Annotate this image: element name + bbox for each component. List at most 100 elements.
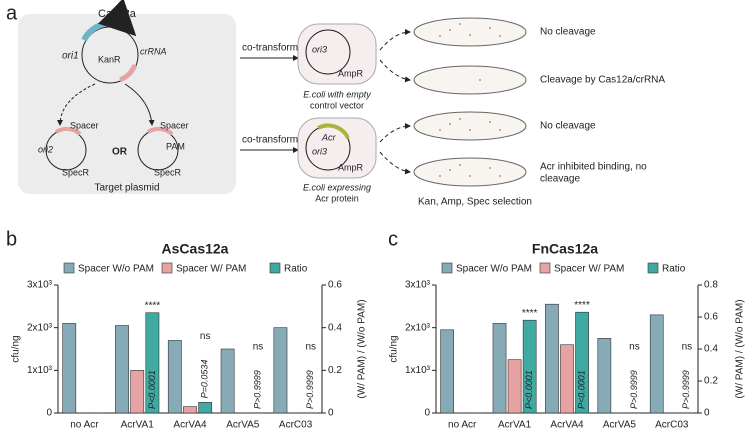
x-tick-label: AcrVA5 — [226, 420, 260, 431]
y2-tick-label: 0 — [704, 408, 710, 419]
legend-label: Ratio — [662, 264, 686, 275]
bar — [220, 348, 235, 414]
chart-title: AsCas12a — [162, 241, 229, 257]
bar — [167, 340, 182, 414]
label: SpecR — [62, 167, 90, 177]
y2-tick-label: 0.2 — [704, 376, 718, 387]
legend-label: Spacer W/o PAM — [456, 264, 532, 275]
label: co-transform — [242, 135, 298, 146]
x-tick-label: AcrVA4 — [173, 420, 207, 431]
arrow — [379, 29, 411, 51]
legend-label: Spacer W/ PAM — [554, 264, 624, 275]
label: OR — [112, 147, 128, 158]
arrow — [57, 83, 96, 126]
dishes — [413, 17, 527, 187]
y-tick-label: 3x10³ — [27, 280, 53, 291]
label: ori1 — [62, 51, 79, 62]
legend-swatch — [539, 262, 551, 274]
y-tick-label: 2x10³ — [405, 322, 431, 333]
x-tick-label: AcrVA5 — [603, 420, 637, 431]
y2-tick-label: 0.8 — [704, 280, 718, 291]
bar — [145, 312, 160, 414]
label: AmpR — [338, 162, 364, 172]
panel-label: b — [6, 228, 17, 250]
bar — [273, 327, 288, 414]
cell — [297, 117, 377, 179]
bar — [649, 314, 664, 414]
p-value: P>0.9999 — [681, 370, 691, 409]
label: E.coli expressing — [303, 182, 371, 192]
bar — [560, 344, 574, 414]
panel-label: a — [6, 2, 18, 24]
label: ori3 — [312, 146, 327, 156]
x-tick-label: AcrVA1 — [498, 420, 532, 431]
arrow — [379, 123, 411, 143]
label: Spacer — [160, 120, 189, 130]
legend-label: Spacer W/ PAM — [176, 264, 246, 275]
label: Cleavage by Cas12a/crRNA — [540, 75, 665, 86]
cas12a-gene — [81, 0, 137, 42]
label: cleavage — [540, 174, 580, 185]
bar — [183, 406, 197, 414]
label: control vector — [310, 100, 364, 110]
x-tick-label: AcrVA1 — [121, 420, 155, 431]
y-axis-label: cfu/ng — [389, 335, 400, 362]
y2-tick-label: 0.4 — [328, 322, 342, 333]
p-value: P>0.9999 — [629, 370, 639, 409]
label: Acr protein — [315, 193, 359, 203]
y2-tick-label: 0 — [328, 408, 334, 419]
x-tick-label: AcrC03 — [655, 420, 689, 431]
p-value: P<0.0001 — [576, 370, 586, 409]
bar — [198, 402, 213, 414]
significance: ns — [200, 331, 211, 342]
spacer — [54, 126, 82, 136]
colonies — [439, 23, 501, 177]
significance: **** — [574, 300, 590, 311]
legend-swatch — [647, 262, 659, 274]
y-axis-label: cfu/ng — [11, 335, 22, 362]
bar — [62, 323, 77, 414]
label: crRNA — [140, 46, 167, 56]
plasmid — [305, 29, 351, 75]
panel-label: c — [388, 228, 398, 250]
x-tick-label: AcrC03 — [279, 420, 313, 431]
label: Target plasmid — [94, 183, 159, 194]
label: E.coli with empty — [303, 89, 371, 99]
label: No cleavage — [540, 121, 596, 132]
label: Acr — [321, 132, 337, 142]
y2-tick-label: 0.6 — [328, 280, 342, 291]
label: KanR — [98, 54, 121, 64]
legend-label: Ratio — [284, 264, 308, 275]
p-value: P=0.0534 — [200, 360, 210, 399]
legend-swatch — [63, 262, 75, 274]
label: Spacer — [70, 120, 99, 130]
x-tick-label: AcrVA4 — [550, 420, 584, 431]
bar — [507, 359, 522, 414]
arrow — [124, 83, 155, 126]
label: AmpR — [338, 68, 364, 78]
label: SpecR — [154, 167, 182, 177]
chart-title: FnCas12a — [532, 241, 598, 257]
bar — [545, 303, 559, 414]
bar — [597, 338, 612, 414]
crrna-gene — [118, 63, 138, 83]
label: co-transform — [242, 43, 298, 54]
label: No cleavage — [540, 27, 596, 38]
bar — [440, 329, 454, 414]
legend-label: Spacer W/o PAM — [78, 264, 154, 275]
y-tick-label: 1x10³ — [27, 365, 53, 376]
bar — [522, 319, 537, 414]
label: ori2 — [38, 144, 53, 154]
x-tick-label: no Acr — [70, 420, 99, 431]
arrow — [379, 151, 411, 175]
label: Cas12a — [98, 8, 137, 20]
p-value: P>0.9999 — [305, 370, 315, 409]
significance: **** — [145, 300, 161, 311]
y-tick-label: 2x10³ — [27, 322, 53, 333]
label: ori3 — [312, 44, 327, 54]
legend-swatch — [441, 262, 453, 274]
y-tick-label: 0 — [424, 408, 430, 419]
significance: **** — [522, 308, 538, 319]
y2-axis-label: (W/ PAM) / (W/o PAM) — [735, 299, 746, 398]
plasmid-box — [18, 14, 236, 194]
